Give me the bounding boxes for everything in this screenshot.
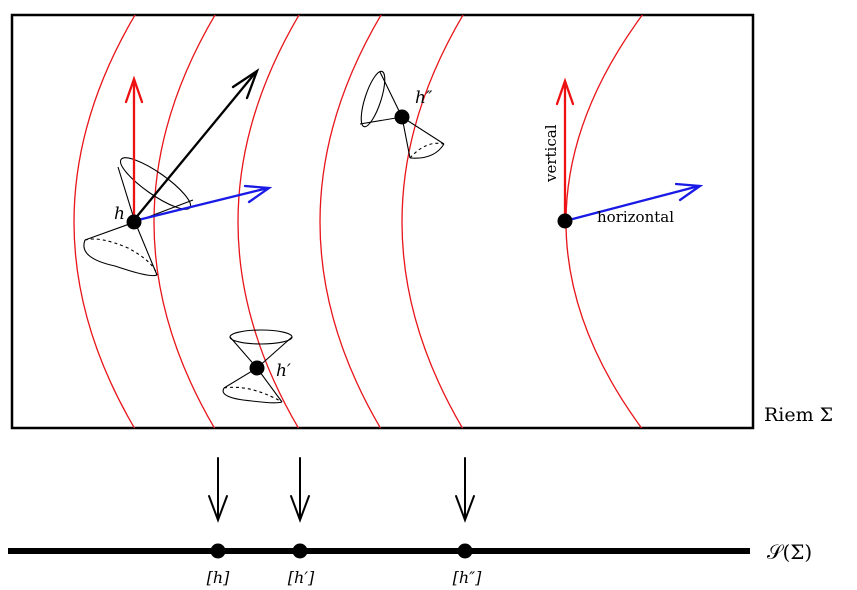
vertical-arrow: [555, 77, 575, 222]
class-point-hdoubleprime: [457, 543, 473, 559]
gauge-orbits: [73, 15, 644, 428]
orbit-curve: [73, 15, 136, 428]
generic-arrow-h: [132, 68, 260, 222]
decomposition-point-group: vertical horizontal: [542, 77, 704, 229]
class-label-hprime: [h′]: [288, 568, 315, 587]
projection-arrow-h: [208, 457, 228, 523]
horizontal-arrow: [563, 182, 704, 223]
point-h-group: h: [83, 68, 273, 277]
riem-sigma-label: Riem Σ: [764, 404, 833, 426]
horizontal-arrow-h: [132, 184, 273, 223]
orbit-curve: [237, 15, 300, 428]
light-cone-lower: [83, 221, 158, 277]
point-h: [126, 214, 142, 230]
point-hprime-label: h′: [276, 361, 291, 381]
point-hdoubleprime-label: h″: [415, 88, 433, 108]
class-label-h: [h]: [207, 568, 231, 587]
orbit-curve: [153, 15, 216, 428]
orbit-curve: [319, 15, 382, 428]
point-hdoubleprime: [394, 109, 410, 125]
class-point-h: [210, 543, 226, 559]
projection-arrow-hprime: [290, 457, 310, 523]
class-point-hprime: [292, 543, 308, 559]
vertical-label: vertical: [542, 124, 560, 183]
point-h-label: h: [114, 204, 125, 224]
vertical-arrow-h: [124, 75, 144, 222]
point-hdoubleprime-group: h″: [359, 70, 445, 159]
point-hprime: [249, 360, 265, 376]
orbit-curve: [401, 15, 464, 428]
projection-arrow-hdoubleprime: [455, 457, 475, 523]
riem-sigma-box: [10, 13, 755, 430]
projection-arrows: [208, 457, 475, 523]
point-hprime-group: h′: [222, 329, 293, 404]
decomposition-point: [557, 213, 573, 229]
class-label-hdoubleprime: [h″]: [453, 568, 483, 587]
horizontal-label: horizontal: [597, 208, 674, 226]
superspace-label: 𝒮(Σ): [767, 540, 812, 564]
